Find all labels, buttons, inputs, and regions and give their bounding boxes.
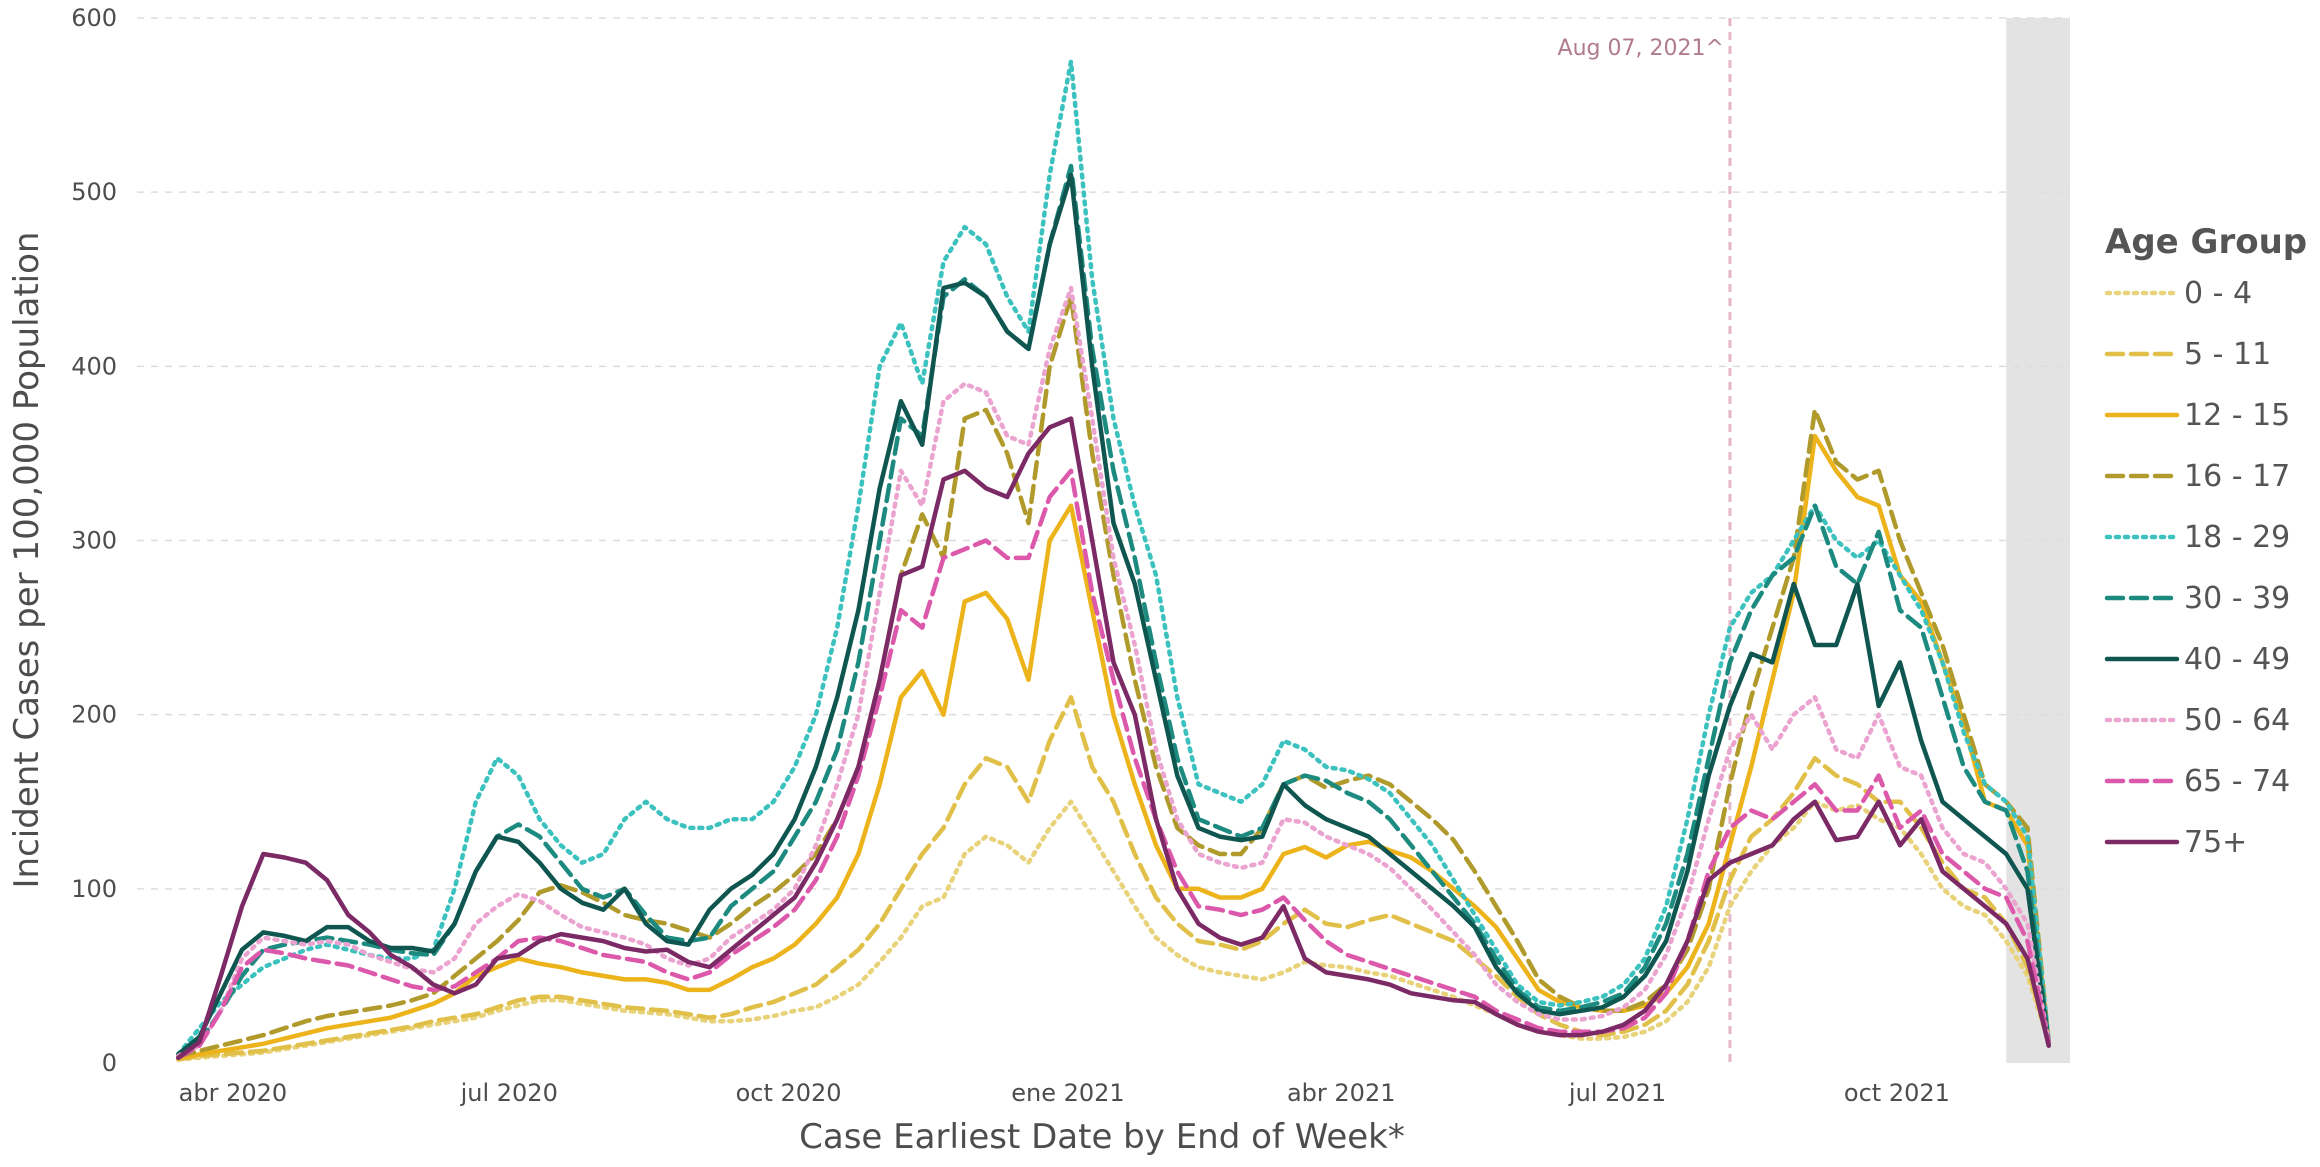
legend-item: 0 - 4 xyxy=(2107,276,2252,311)
vertical-line-label: Aug 07, 2021^ xyxy=(1558,36,1724,61)
legend-label: 5 - 11 xyxy=(2184,337,2271,372)
legend-item: 5 - 11 xyxy=(2107,337,2271,372)
y-tick-label: 0 xyxy=(102,1049,117,1077)
legend-item: 30 - 39 xyxy=(2107,581,2290,616)
legend-item: 75+ xyxy=(2107,825,2247,860)
y-axis-title: Incident Cases per 100,000 Population xyxy=(7,232,47,889)
legend-item: 18 - 29 xyxy=(2107,520,2290,555)
y-tick-label: 200 xyxy=(71,701,117,729)
x-tick-label: jul 2021 xyxy=(1568,1079,1666,1107)
y-tick-label: 400 xyxy=(71,352,117,380)
legend: Age Group 0 - 4 5 - 11 12 - 15 16 - 17 18 - … xyxy=(2105,222,2307,860)
y-tick-label: 300 xyxy=(71,527,117,555)
legend-label: 16 - 17 xyxy=(2184,459,2290,494)
y-tick-label: 600 xyxy=(71,4,117,32)
series-30-39 xyxy=(178,166,2049,1056)
x-tick-label: jul 2020 xyxy=(460,1079,558,1107)
x-tick-label: abr 2021 xyxy=(1287,1079,1396,1107)
legend-label: 18 - 29 xyxy=(2184,520,2290,555)
legend-label: 40 - 49 xyxy=(2184,642,2290,677)
x-tick-label: oct 2020 xyxy=(736,1079,842,1107)
x-axis-title: Case Earliest Date by End of Week* xyxy=(799,1117,1405,1157)
y-tick-label: 100 xyxy=(71,875,117,903)
legend-item: 65 - 74 xyxy=(2107,764,2290,799)
series-0-4 xyxy=(178,802,2049,1060)
legend-title: Age Group xyxy=(2105,222,2307,262)
legend-label: 12 - 15 xyxy=(2184,398,2290,433)
x-tick-label: ene 2021 xyxy=(1011,1079,1124,1107)
legend-label: 0 - 4 xyxy=(2184,276,2252,311)
series-line xyxy=(178,802,2048,1060)
series-line xyxy=(178,175,2048,1055)
series-line xyxy=(178,166,2048,1056)
y-tick-label: 500 xyxy=(71,178,117,206)
legend-item: 12 - 15 xyxy=(2107,398,2290,433)
legend-label: 30 - 39 xyxy=(2184,581,2290,616)
series-40-49 xyxy=(178,175,2049,1055)
legend-item: 50 - 64 xyxy=(2107,703,2290,738)
series-line xyxy=(178,697,2048,1059)
legend-label: 75+ xyxy=(2184,825,2247,860)
series-5-11 xyxy=(178,697,2049,1059)
x-tick-label: abr 2020 xyxy=(179,1079,288,1107)
legend-item: 40 - 49 xyxy=(2107,642,2290,677)
legend-label: 50 - 64 xyxy=(2184,703,2290,738)
x-tick-label: oct 2021 xyxy=(1844,1079,1950,1107)
legend-label: 65 - 74 xyxy=(2184,764,2290,799)
legend-item: 16 - 17 xyxy=(2107,459,2290,494)
